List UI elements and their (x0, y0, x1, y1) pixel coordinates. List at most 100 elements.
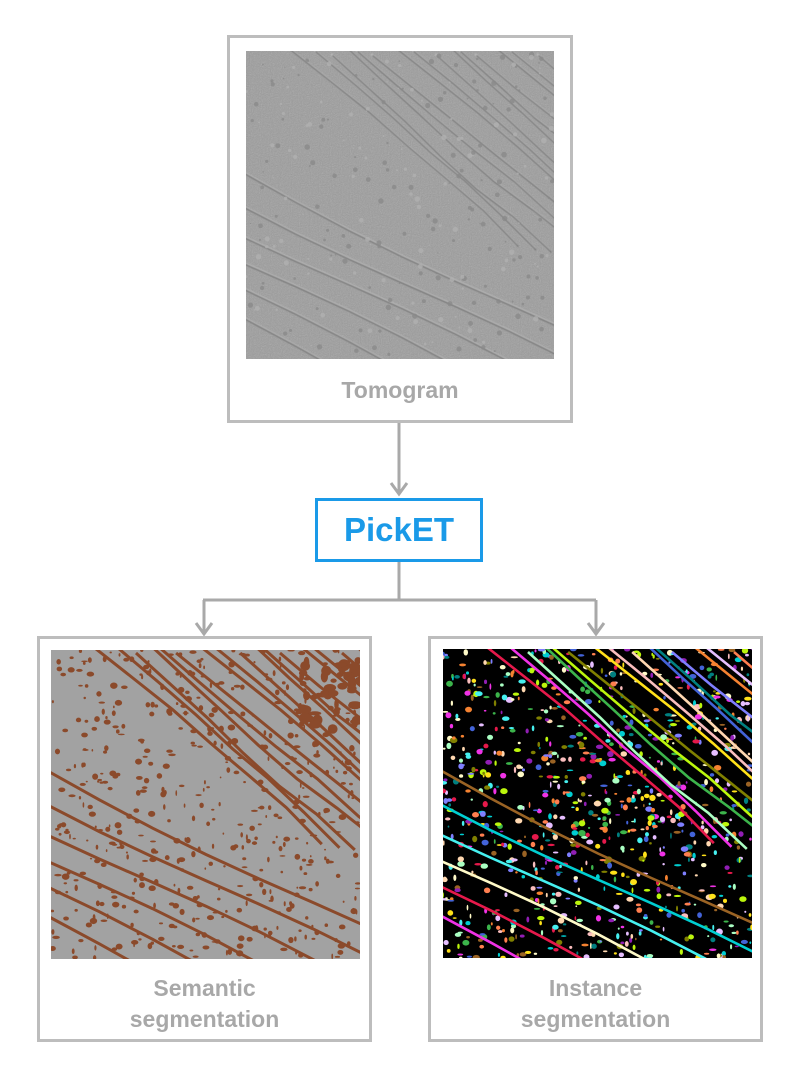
instance-particle (594, 758, 602, 763)
instance-particle (645, 806, 653, 812)
semantic-particle (292, 805, 300, 809)
semantic-particle (325, 858, 330, 864)
instance-particle (704, 952, 710, 955)
semantic-particle (177, 686, 185, 693)
instance-particle (548, 754, 553, 759)
instance-particle (532, 861, 536, 868)
semantic-particle (78, 684, 83, 687)
tomogram-particle (402, 231, 407, 236)
tomogram-particle (403, 167, 408, 171)
tomogram-filament-shadow (332, 54, 552, 253)
tomogram-particle (502, 215, 508, 222)
instance-particle (551, 798, 555, 804)
semantic-particle (304, 934, 307, 940)
semantic-particle (82, 748, 89, 751)
instance-particle (555, 865, 560, 870)
instance-particle (738, 857, 741, 863)
instance-particle (508, 936, 515, 942)
tomogram-particle (472, 79, 477, 84)
instance-particle (603, 886, 606, 891)
instance-particle (664, 905, 668, 909)
tomogram-particle (507, 216, 510, 218)
instance-particle (578, 724, 581, 727)
semantic-image (51, 650, 360, 959)
instance-particle (724, 865, 730, 870)
semantic-particle (102, 656, 107, 663)
instance-particle (573, 878, 578, 883)
semantic-particle (324, 856, 327, 861)
tomogram-particle (293, 277, 296, 280)
semantic-particle (208, 712, 215, 718)
tomogram-particle (451, 239, 455, 243)
tomogram-particle (418, 271, 423, 276)
semantic-particle (279, 855, 286, 857)
semantic-particle (263, 730, 267, 736)
instance-particle (649, 920, 654, 925)
instance-particle (549, 898, 557, 905)
instance-particle (610, 671, 617, 678)
instance-particle (545, 822, 553, 829)
semantic-particle (72, 837, 76, 840)
semantic-particle (63, 882, 68, 885)
semantic-particle (214, 682, 220, 686)
semantic-particle (204, 867, 207, 870)
picket-box: PickET (315, 498, 483, 562)
instance-particle (667, 719, 674, 722)
tomogram-particle (425, 102, 431, 109)
arrowhead-instance (586, 622, 606, 637)
tomogram-particle (480, 221, 486, 227)
semantic-filament (51, 771, 360, 926)
semantic-filament (263, 650, 360, 735)
tomogram-particle (283, 260, 289, 266)
instance-particle (675, 676, 681, 679)
instance-particle (512, 692, 520, 696)
instance-particle (616, 832, 620, 838)
tomogram-filament-shadow (357, 51, 554, 219)
semantic-particle (139, 882, 145, 889)
semantic-particle (103, 750, 108, 754)
semantic-particle (92, 914, 96, 920)
tomogram-particle (441, 134, 447, 141)
semantic-particle (73, 879, 79, 882)
instance-particle (652, 654, 655, 659)
semantic-particle (347, 662, 360, 670)
instance-particle (741, 649, 749, 654)
instance-particle (664, 713, 673, 717)
semantic-particle (352, 709, 357, 716)
tomogram-particle (372, 147, 374, 149)
instance-particle (697, 912, 702, 918)
semantic-particle (66, 871, 71, 875)
instance-particle (476, 749, 483, 755)
semantic-particle (97, 778, 103, 782)
tomogram-particle (315, 307, 319, 311)
semantic-particle (52, 935, 60, 939)
instance-particle (472, 812, 480, 818)
semantic-particle (336, 671, 344, 678)
semantic-particle (237, 935, 245, 942)
instance-filament (552, 649, 752, 819)
semantic-particle (209, 681, 213, 689)
semantic-filament (51, 835, 316, 959)
tomogram-particle (315, 204, 320, 209)
instance-particle (619, 672, 623, 676)
tomogram-particle (456, 136, 462, 142)
instance-particle (505, 696, 514, 703)
instance-particle (466, 671, 470, 675)
instance-particle (528, 801, 531, 809)
instance-particle (497, 930, 503, 934)
semantic-particle (173, 837, 181, 844)
instance-particle (584, 698, 593, 705)
tomogram-particle (283, 331, 288, 336)
instance-particle (467, 772, 475, 775)
semantic-particle (308, 859, 314, 864)
instance-particle (615, 892, 623, 895)
instance-particle (731, 931, 737, 935)
semantic-particle (289, 756, 295, 760)
instance-particle (547, 843, 555, 847)
semantic-particle (293, 745, 301, 749)
tomogram-filament-shadow (246, 207, 554, 355)
semantic-particle (225, 909, 228, 913)
semantic-particle (224, 756, 232, 761)
tomogram-particle (382, 134, 385, 137)
instance-particle (609, 742, 614, 747)
